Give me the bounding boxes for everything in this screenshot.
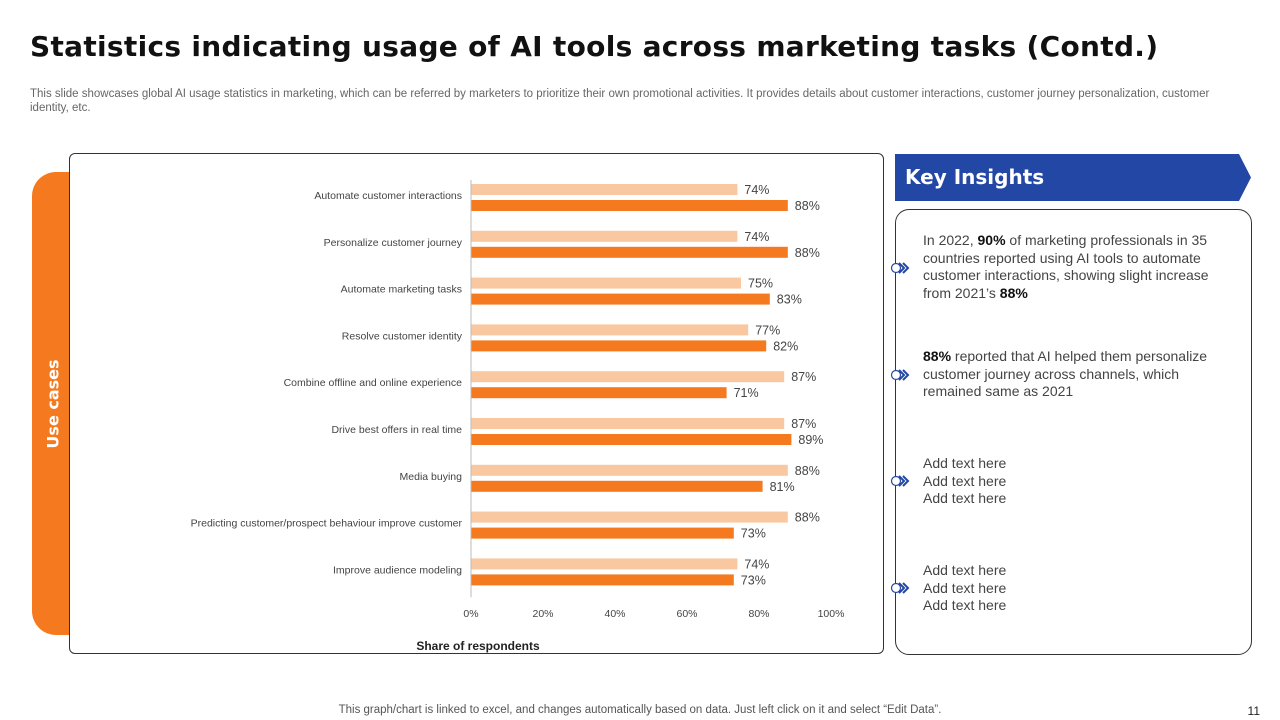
insight-1-bold-value-2: 88% xyxy=(999,284,1028,301)
bar-1 xyxy=(471,558,738,570)
insight-3[interactable]: Add text here Add text here Add text her… xyxy=(923,455,1233,508)
bar-2 xyxy=(471,340,767,352)
category-label: Personalize customer journey xyxy=(324,237,463,249)
x-axis-title: Share of respondents xyxy=(416,639,540,653)
key-insights-banner-shape xyxy=(895,154,1251,201)
chevron-bullet-icon xyxy=(890,369,910,381)
insight-3-line: Add text here xyxy=(923,455,1007,471)
page-title: Statistics indicating usage of AI tools … xyxy=(30,30,1159,63)
insight-1-text: of marketing professionals in 35 countri… xyxy=(923,232,1209,301)
insight-4[interactable]: Add text here Add text here Add text her… xyxy=(923,562,1233,615)
data-label: 74% xyxy=(744,183,769,197)
bar-1 xyxy=(471,277,741,289)
category-label: Automate marketing tasks xyxy=(341,284,462,296)
data-label: 74% xyxy=(744,230,769,244)
category-label: Resolve customer identity xyxy=(342,330,463,342)
bar-2 xyxy=(471,480,763,492)
data-label: 88% xyxy=(795,246,820,260)
category-label: Predicting customer/prospect behaviour i… xyxy=(191,518,463,530)
bar-2 xyxy=(471,434,792,445)
data-label: 81% xyxy=(770,480,795,494)
category-label: Drive best offers in real time xyxy=(331,424,462,436)
category-label: Automate customer interactions xyxy=(314,190,462,202)
x-tick-label: 0% xyxy=(463,608,478,620)
data-label: 71% xyxy=(734,386,759,400)
chevron-bullet-icon xyxy=(890,475,910,487)
key-insights-title: Key Insights xyxy=(905,165,1045,189)
key-insights-header: Key Insights xyxy=(895,154,1251,201)
chart-container[interactable]: Automate customer interactions 74% 88% Pers… xyxy=(69,153,884,654)
x-tick-label: 100% xyxy=(818,608,845,620)
insight-4-line: Add text here xyxy=(923,562,1007,578)
use-cases-label: Use cases xyxy=(43,359,63,449)
bar-2 xyxy=(471,246,788,258)
bar-chart[interactable]: Automate customer interactions 74% 88% Pers… xyxy=(70,154,885,655)
bar-2 xyxy=(471,293,770,305)
data-label: 73% xyxy=(741,573,766,587)
data-label: 77% xyxy=(755,323,780,337)
x-tick-label: 80% xyxy=(748,608,769,620)
bar-1 xyxy=(471,230,738,242)
insight-1-pre: In 2022, xyxy=(923,232,978,248)
insight-2-text: reported that AI helped them personalize… xyxy=(923,348,1208,399)
category-label: Combine offline and online experience xyxy=(284,377,463,389)
insight-4-line: Add text here xyxy=(923,579,1007,596)
data-label: 74% xyxy=(744,557,769,571)
chevron-bullet-icon xyxy=(890,582,910,594)
data-label: 88% xyxy=(795,511,820,525)
data-label: 73% xyxy=(741,527,766,541)
bar-1 xyxy=(471,464,788,476)
page-subtitle: This slide showcases global AI usage sta… xyxy=(30,88,1210,114)
category-label: Media buying xyxy=(400,471,463,483)
x-tick-label: 60% xyxy=(676,608,697,620)
bar-1 xyxy=(471,324,749,336)
data-label: 82% xyxy=(773,339,798,353)
insight-1-bold-value: 90% xyxy=(977,232,1006,248)
page-number: 11 xyxy=(1247,704,1260,718)
x-tick-label: 40% xyxy=(604,608,625,620)
insight-2-bold-value: 88% xyxy=(923,348,952,364)
bar-1 xyxy=(471,418,785,429)
category-label: Improve audience modeling xyxy=(333,564,462,576)
data-label: 88% xyxy=(795,199,820,213)
bar-2 xyxy=(471,574,734,586)
data-label: 89% xyxy=(798,433,823,447)
insight-4-line: Add text here xyxy=(923,597,1007,613)
key-insights-panel xyxy=(895,209,1252,655)
chevron-bullet-icon xyxy=(890,262,910,274)
footer-note: This graph/chart is linked to excel, and… xyxy=(338,704,942,716)
bar-2 xyxy=(471,527,734,539)
data-label: 87% xyxy=(791,370,816,384)
bar-1 xyxy=(471,184,738,195)
data-label: 83% xyxy=(777,293,802,307)
bar-1 xyxy=(471,511,788,523)
x-tick-label: 20% xyxy=(532,608,553,620)
insight-1[interactable]: In 2022, 90% of marketing professionals … xyxy=(923,232,1233,302)
data-label: 88% xyxy=(795,464,820,478)
bar-1 xyxy=(471,371,785,383)
insight-2[interactable]: 88% reported that AI helped them persona… xyxy=(923,348,1233,401)
data-label: 75% xyxy=(748,277,773,291)
bar-2 xyxy=(471,387,727,399)
insight-3-line: Add text here xyxy=(923,472,1007,489)
bar-2 xyxy=(471,200,788,211)
data-label: 87% xyxy=(791,417,816,431)
insight-3-line: Add text here xyxy=(923,490,1007,506)
